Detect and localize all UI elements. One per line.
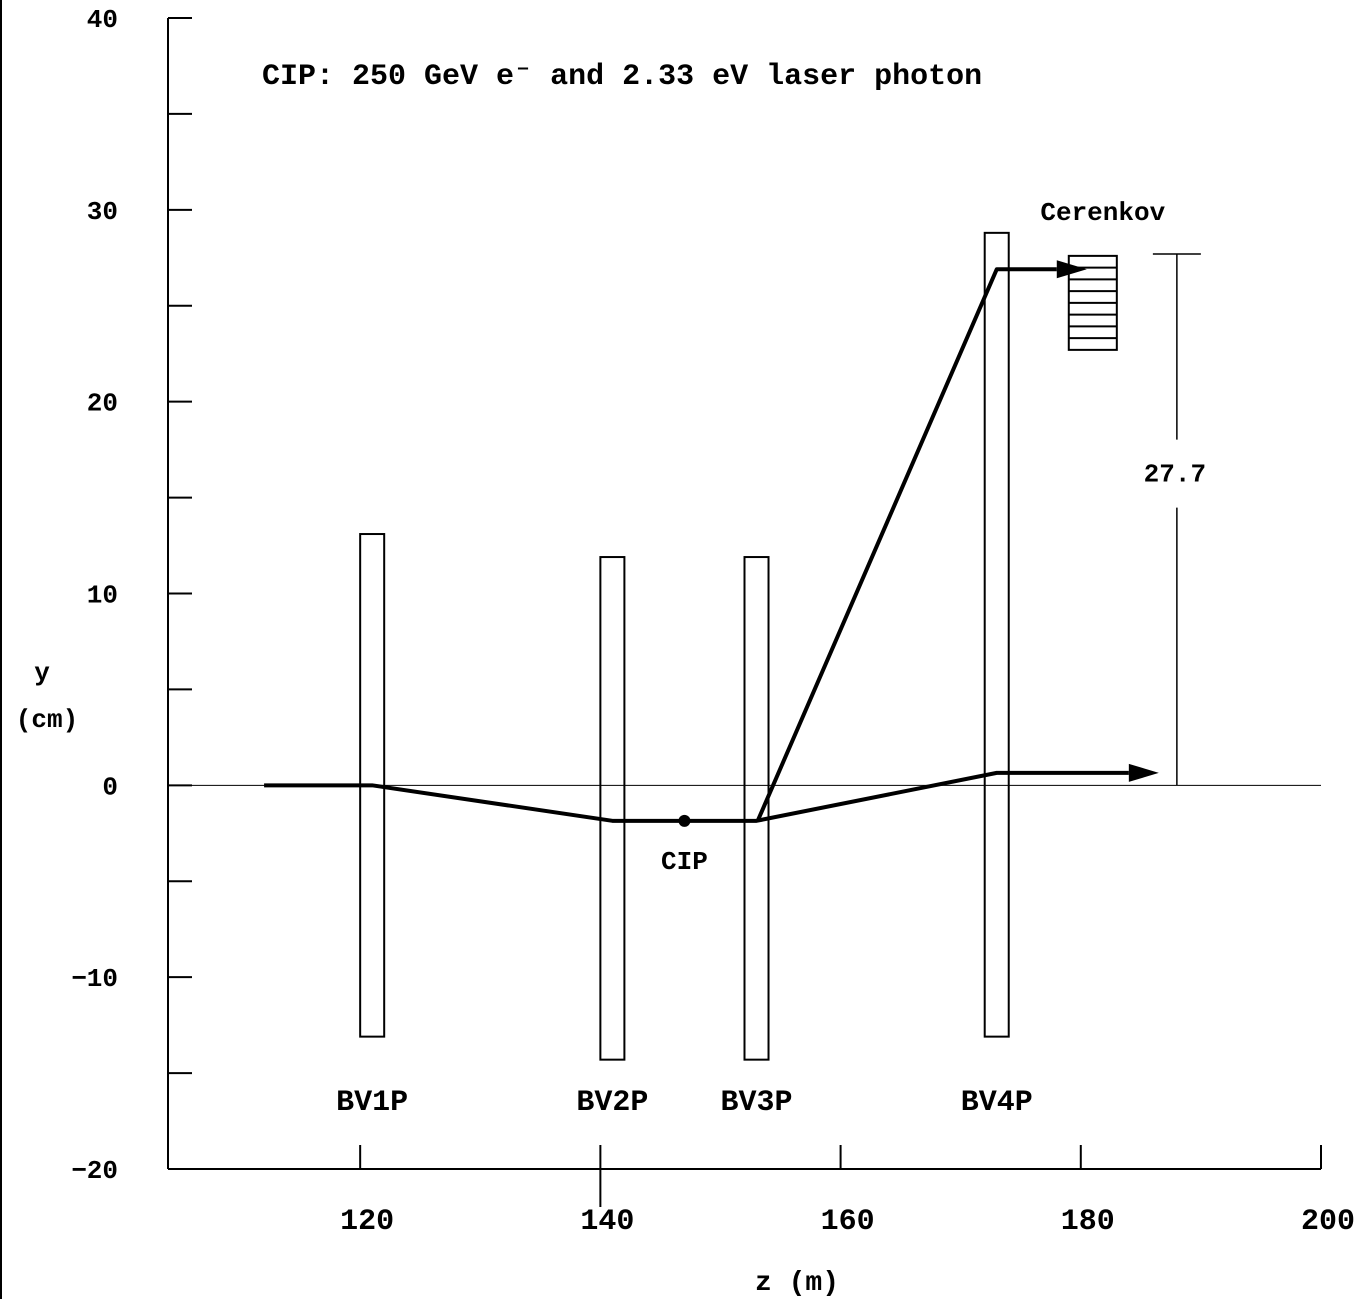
y-tick-label: 20: [87, 389, 118, 419]
y-tick-label: 40: [87, 5, 118, 35]
magnet-bv4p: [983, 231, 1010, 1038]
y-axis-label-line1: y: [34, 658, 50, 688]
y-axis-label-line2: (cm): [16, 705, 78, 735]
cerenkov-detector: Cerenkov: [1040, 198, 1166, 351]
cip-point: [678, 814, 691, 827]
x-tick-label: 160: [821, 1205, 875, 1239]
y-tick-label: −20: [71, 1156, 118, 1186]
chart-title: CIP: 250 GeV e⁻ and 2.33 eV laser photon: [262, 60, 982, 94]
magnet-bv3p: [743, 556, 770, 1061]
x-tick-label: 120: [340, 1205, 394, 1239]
y-tick-label: 10: [87, 581, 118, 611]
magnet-label: BV1P: [336, 1086, 408, 1120]
magnets: BV1P BV2P BV3P BV4P: [336, 231, 1033, 1120]
y-tick-label: −10: [71, 964, 118, 994]
beam-path-2: [755, 267, 1057, 822]
beam-arrowhead: [1056, 260, 1087, 279]
detector-label: Cerenkov: [1040, 198, 1165, 228]
x-tick-label: 180: [1061, 1205, 1115, 1239]
magnet-bv2p: [599, 556, 626, 1061]
cip-label: CIP: [661, 847, 708, 877]
magnet-label: BV2P: [576, 1086, 648, 1120]
labels: CIP: 250 GeV e⁻ and 2.33 eV laser photon…: [16, 60, 1206, 1299]
x-tick-label: 200: [1301, 1205, 1355, 1239]
axes: −20 −10 0 10 20 30 40 120 140 160 180 200: [71, 5, 1355, 1239]
y-tick-label: 30: [87, 197, 118, 227]
beam-arrowhead: [1128, 763, 1159, 782]
dimension-label: 27.7: [1144, 460, 1206, 490]
magnet-label: BV3P: [721, 1086, 793, 1120]
magnet-label: BV4P: [961, 1086, 1033, 1120]
x-tick-label: 140: [580, 1205, 634, 1239]
x-axis-label: z (m): [755, 1268, 839, 1299]
beam-trajectories: [264, 260, 1159, 827]
beam-path-1: [264, 770, 1129, 823]
y-tick-label: 0: [102, 772, 118, 802]
